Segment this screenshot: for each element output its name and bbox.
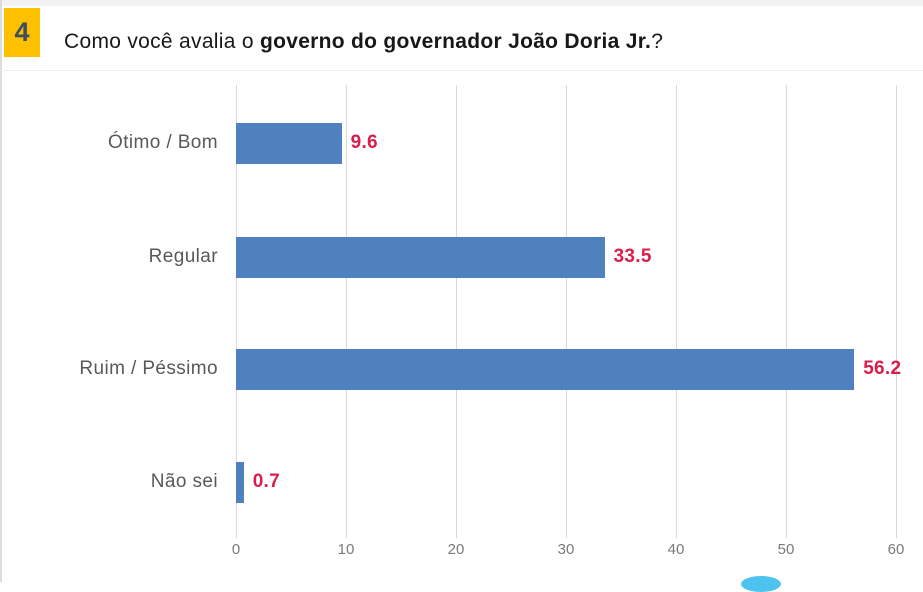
axis-tick-label: 30: [557, 541, 575, 558]
gridline: [236, 85, 237, 538]
category-label: Ótimo / Bom: [108, 132, 218, 153]
title-bold: governo do governador João Doria Jr.: [259, 30, 652, 53]
value-label: 0.7: [252, 471, 281, 492]
axis-tick-label: 50: [777, 541, 795, 558]
question-title: Como você avalia o governo do governador…: [64, 30, 913, 54]
bar: [236, 236, 605, 278]
axis-tick-label: 60: [887, 541, 905, 558]
title-suffix: ?: [651, 30, 664, 53]
gridline: [456, 85, 457, 538]
bar: [236, 122, 342, 164]
value-label: 33.5: [613, 246, 652, 267]
gridline: [896, 85, 897, 538]
category-label: Regular: [148, 246, 218, 267]
bar: [236, 461, 244, 503]
logo-arc: [741, 576, 781, 592]
axis-tick-label: 20: [447, 541, 465, 558]
value-label: 56.2: [863, 358, 902, 379]
axis-tick-label: 40: [667, 541, 685, 558]
title-prefix: Como você avalia o: [64, 30, 260, 53]
gridline: [566, 85, 567, 538]
axis-tick-label: 10: [337, 541, 355, 558]
left-border: [0, 0, 2, 582]
badge-number: 4: [14, 17, 30, 47]
value-label: 9.6: [350, 132, 378, 153]
gridline: [786, 85, 787, 538]
header-divider: [0, 70, 923, 71]
gridline: [346, 85, 347, 538]
category-label: Ruim / Péssimo: [79, 358, 218, 379]
category-label: Não sei: [150, 471, 218, 492]
top-strip: [0, 0, 923, 6]
bar: [236, 348, 855, 390]
question-badge: 4: [4, 8, 40, 57]
axis-tick-label: 0: [231, 541, 241, 558]
gridline: [676, 85, 677, 538]
